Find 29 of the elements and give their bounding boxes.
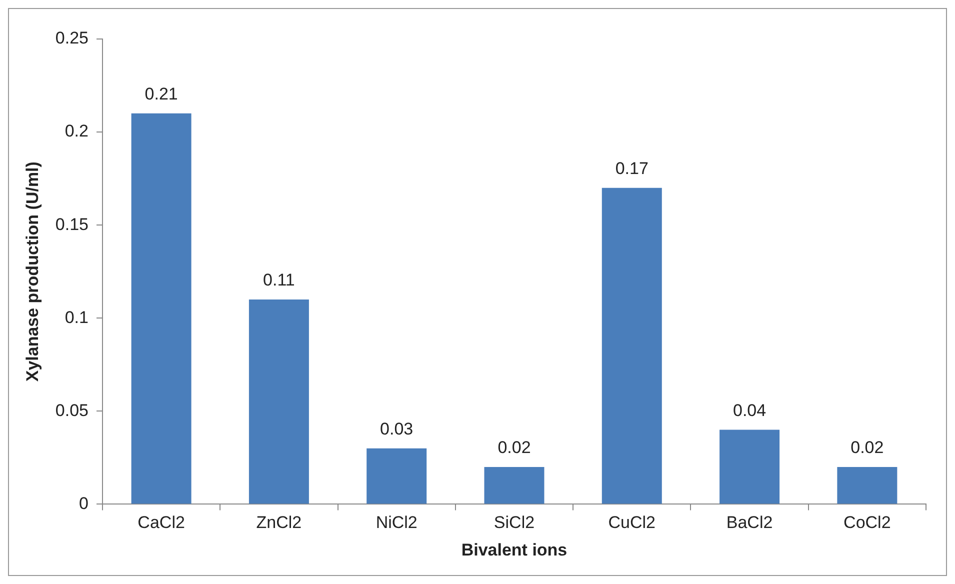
- bar: [484, 466, 544, 504]
- data-label: 0.02: [850, 438, 884, 458]
- data-label: 0.04: [732, 400, 766, 420]
- x-tick-label: CaCl2: [138, 513, 185, 532]
- y-tick-label: 0.25: [55, 28, 88, 48]
- y-tick-label: 0: [79, 494, 88, 513]
- bar: [720, 430, 780, 504]
- x-tick-label: ZnCl2: [256, 513, 302, 532]
- x-tick-label: BaCl2: [726, 513, 773, 532]
- bar: [602, 188, 662, 504]
- bar: [248, 300, 309, 504]
- data-label: 0.11: [263, 270, 295, 290]
- y-tick-label: 0.1: [64, 308, 88, 327]
- y-tick-label: 0.05: [55, 400, 88, 420]
- data-label: 0.17: [615, 159, 648, 178]
- x-tick-label: CoCl2: [844, 513, 891, 532]
- bar: [131, 113, 192, 504]
- data-label: 0.21: [144, 84, 178, 104]
- y-axis-title: Xylanase production (U/ml): [22, 162, 42, 382]
- data-label: 0.03: [380, 420, 414, 439]
- x-tick-label: SiCl2: [494, 513, 535, 532]
- y-tick-label: 0.2: [64, 122, 88, 141]
- x-axis-title: Bivalent ions: [461, 540, 568, 560]
- data-label: 0.02: [498, 438, 531, 458]
- y-tick-label: 0.15: [55, 214, 88, 234]
- bar: [366, 448, 427, 504]
- x-tick-label: CuCl2: [608, 513, 656, 532]
- x-tick-label: NiCl2: [376, 513, 418, 532]
- bar: [837, 466, 898, 504]
